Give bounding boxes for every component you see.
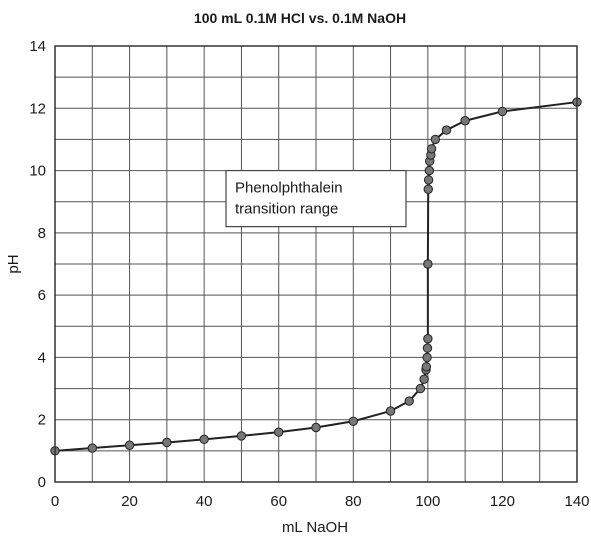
y-tick-label: 2 (38, 412, 46, 429)
y-tick-label: 10 (29, 163, 46, 180)
data-point (419, 374, 429, 384)
y-tick-label: 0 (38, 474, 46, 491)
data-point (348, 416, 358, 426)
y-tick-label: 12 (29, 100, 46, 117)
data-point (236, 431, 247, 441)
data-point (199, 434, 209, 445)
annotation-line-1: Phenolphthalein (235, 180, 343, 197)
data-point (404, 396, 414, 406)
phenolphthalein-range-box (225, 169, 407, 228)
x-tick-labels: 0 20 40 60 80 100 120 140 (51, 493, 590, 510)
data-point (497, 106, 508, 117)
data-point (423, 259, 433, 269)
y-tick-labels: 0 2 4 6 8 10 12 14 (29, 38, 46, 491)
data-point (311, 422, 321, 433)
y-tick-label: 4 (38, 349, 46, 366)
x-tick-label: 60 (270, 493, 287, 510)
data-point (87, 443, 97, 453)
data-point (441, 125, 452, 135)
x-axis-label: mL NaOH (282, 519, 348, 536)
data-point (124, 440, 135, 450)
x-tick-label: 0 (51, 493, 59, 510)
data-points (50, 97, 582, 456)
data-point (415, 383, 426, 394)
annotation-line-2: transition range (235, 201, 338, 218)
x-tick-label: 140 (564, 493, 589, 510)
data-point (162, 437, 172, 448)
data-point (423, 184, 433, 194)
x-tick-label: 40 (196, 493, 213, 510)
y-tick-label: 8 (38, 225, 46, 242)
data-point (426, 144, 437, 154)
x-tick-label: 80 (345, 493, 362, 510)
data-point (423, 175, 434, 185)
data-point (424, 165, 435, 176)
y-tick-label: 6 (38, 287, 46, 304)
x-tick-label: 20 (121, 493, 138, 510)
x-tick-label: 120 (490, 493, 515, 510)
data-point (421, 362, 432, 372)
x-tick-label: 100 (415, 493, 440, 510)
y-tick-label: 14 (29, 38, 46, 55)
data-point (274, 427, 284, 437)
chart-title: 100 mL 0.1M HCl vs. 0.1M NaOH (194, 10, 406, 26)
data-point (422, 352, 432, 363)
data-point (430, 134, 441, 145)
data-point (423, 334, 433, 344)
grid (55, 46, 577, 482)
data-point (422, 343, 433, 353)
data-point (385, 406, 396, 416)
data-point (460, 116, 470, 126)
plot-frame (54, 45, 578, 483)
y-axis-label: pH (5, 254, 22, 273)
